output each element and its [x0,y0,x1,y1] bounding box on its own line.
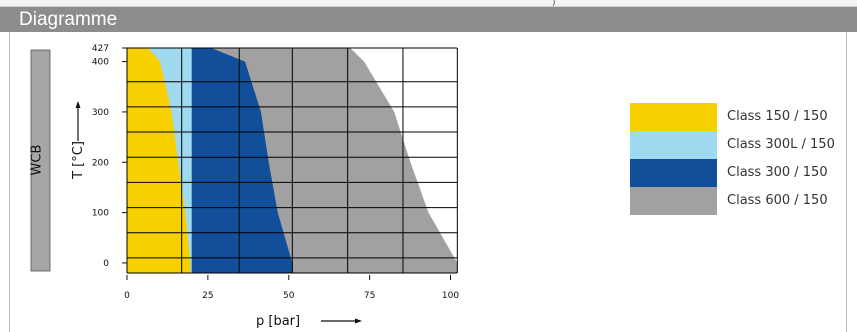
y-tick-label: 427 [92,44,109,54]
y-tick-label: 0 [103,259,109,269]
section-header: Diagramme [0,7,857,32]
y-tick-label: 200 [92,158,109,168]
legend-item: Class 300L / 150 [630,131,850,159]
legend-label: Class 300L / 150 [727,137,835,152]
y-tick-label: 100 [92,209,109,219]
top-border [0,0,857,7]
x-tick-label: 100 [442,291,459,301]
legend-item: Class 600 / 150 [630,187,850,215]
area-class-150-150 [127,48,191,273]
legend-item: Class 150 / 150 [630,103,850,131]
top-mark: ) [552,0,556,8]
legend-item: Class 300 / 150 [630,159,850,187]
legend-label: Class 600 / 150 [727,193,828,208]
section-title: Diagramme [19,9,118,30]
x-axis-arrow-head [355,318,362,324]
frame-left-border [9,32,10,332]
legend-swatch [630,103,717,131]
legend-label: Class 300 / 150 [727,165,828,180]
material-box [30,49,51,272]
x-tick-label: 75 [364,291,375,301]
legend-swatch [630,187,717,215]
y-axis-arrow-head [75,101,81,108]
y-tick-label: 400 [92,58,109,68]
y-axis-label: T [°C] [71,141,86,180]
frame-right-border [846,32,847,332]
y-tick-label: 300 [92,108,109,118]
x-tick-label: 50 [283,291,295,301]
legend-swatch [630,159,717,187]
x-tick-label: 25 [202,291,213,301]
legend-swatch [630,131,717,159]
legend-label: Class 150 / 150 [727,109,828,124]
x-tick-label: 0 [124,291,130,301]
chart-legend: Class 150 / 150 Class 300L / 150 Class 300… [630,103,850,215]
material-label: WCB [30,145,45,176]
x-axis-label: p [bar] [256,314,300,329]
